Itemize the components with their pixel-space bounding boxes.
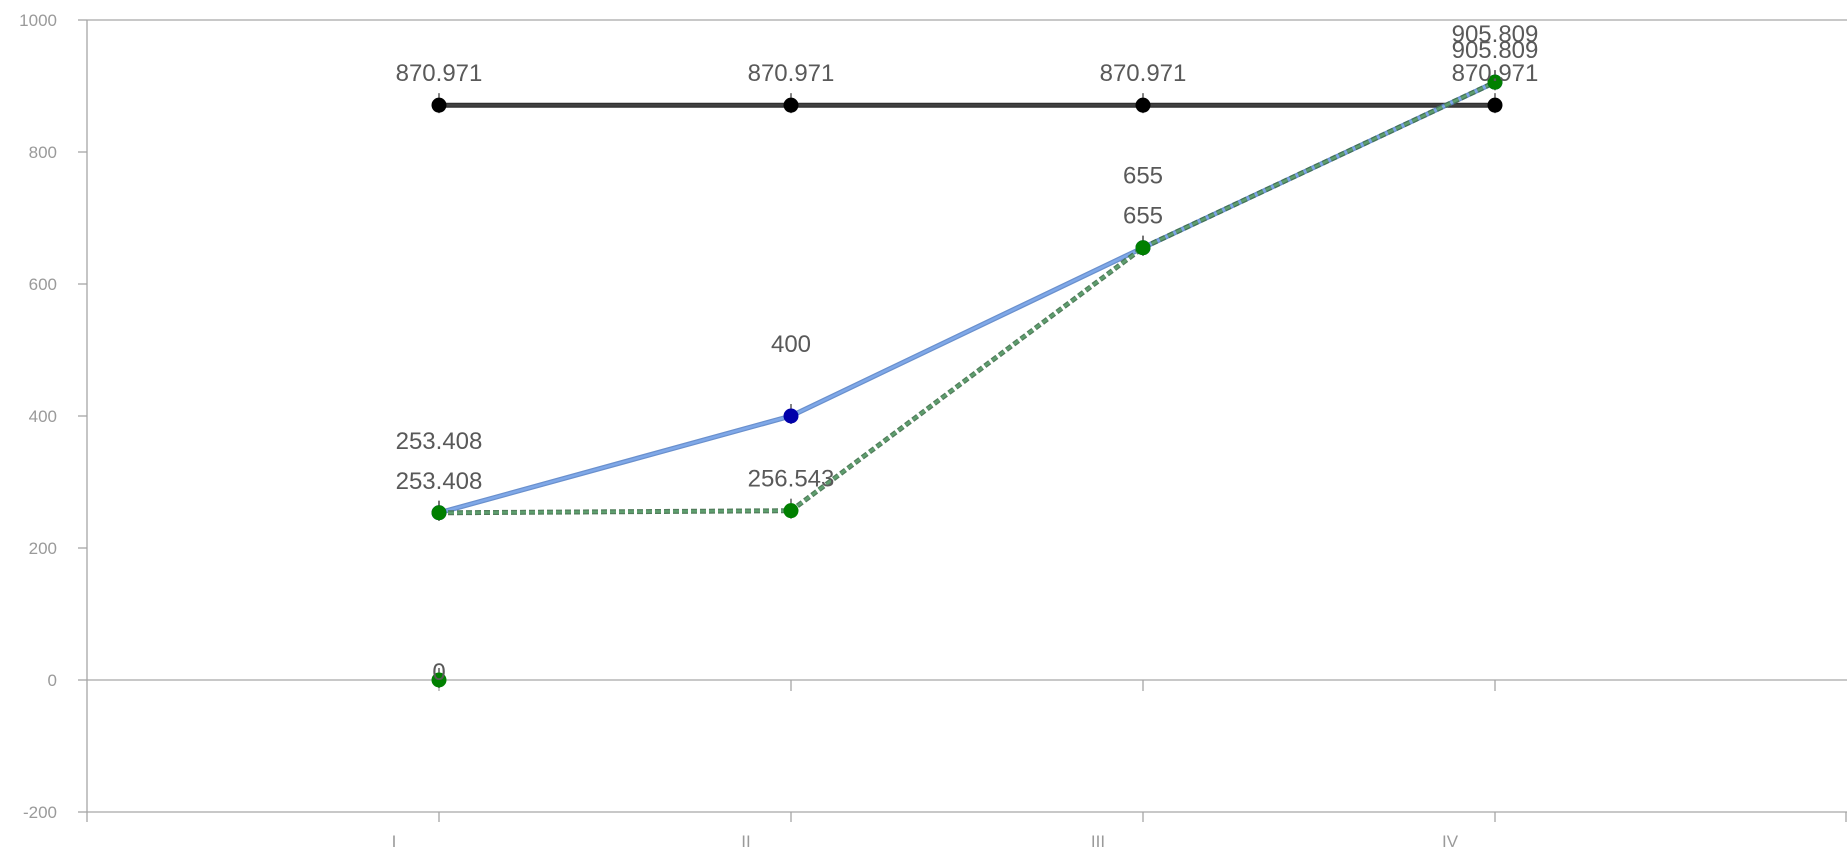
data-point bbox=[431, 505, 447, 521]
y-tick-label: 0 bbox=[48, 671, 57, 690]
data-point bbox=[1487, 74, 1503, 90]
data-point bbox=[431, 97, 447, 113]
y-tick-label: -200 bbox=[23, 803, 57, 822]
data-label: 655 bbox=[1123, 203, 1163, 230]
data-label: 253.408 bbox=[396, 428, 483, 455]
data-point bbox=[431, 672, 447, 688]
data-label: 870.971 bbox=[748, 60, 835, 87]
data-label: 870.971 bbox=[1100, 60, 1187, 87]
x-tick-label: II bbox=[741, 832, 750, 851]
data-label: 870.971 bbox=[396, 60, 483, 87]
series-line bbox=[438, 81, 1496, 515]
series-line bbox=[438, 81, 1496, 515]
data-label: 905.809 bbox=[1452, 37, 1539, 64]
data-label: 253.408 bbox=[396, 468, 483, 495]
data-labels: 870.971 870.971 870.971 870.971 253.408 400 65… bbox=[396, 21, 1539, 686]
series-line-shadow bbox=[438, 79, 1497, 516]
y-tick-label: 1000 bbox=[19, 11, 57, 30]
y-tick-label: 800 bbox=[29, 143, 57, 162]
data-label: 400 bbox=[771, 331, 811, 358]
data-label: 256.543 bbox=[748, 466, 835, 493]
x-tick-label: I bbox=[392, 832, 397, 851]
data-point bbox=[1135, 240, 1151, 256]
x-tick-label: III bbox=[1091, 832, 1105, 851]
data-point bbox=[1135, 97, 1151, 113]
data-point bbox=[783, 408, 799, 424]
y-tick-label: 600 bbox=[29, 275, 57, 294]
data-label: 905.809 bbox=[1452, 21, 1539, 48]
series-markers bbox=[431, 70, 1503, 688]
data-label: 0 bbox=[432, 659, 445, 686]
series-lines bbox=[438, 79, 1497, 516]
y-tick-label: 200 bbox=[29, 539, 57, 558]
data-label: 870.971 bbox=[1452, 60, 1539, 87]
data-point bbox=[783, 503, 799, 519]
x-tick-label: IV bbox=[1442, 832, 1459, 851]
y-tick-label: 400 bbox=[29, 407, 57, 426]
data-point bbox=[783, 97, 799, 113]
data-label: 655 bbox=[1123, 163, 1163, 190]
series-line-shadow bbox=[438, 79, 1497, 516]
data-point bbox=[1487, 97, 1503, 113]
